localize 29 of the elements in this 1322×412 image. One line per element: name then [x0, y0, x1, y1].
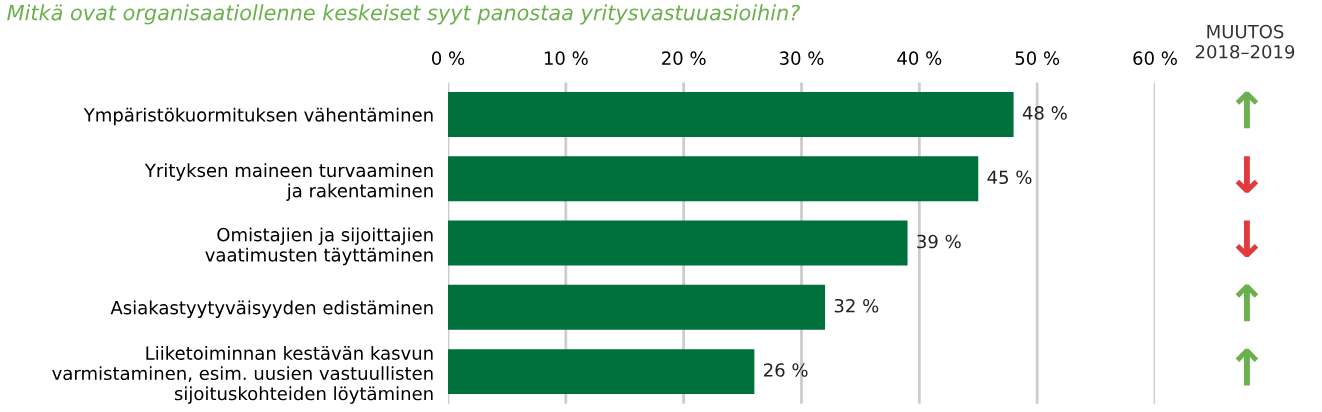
text: ↑	[1235, 348, 1259, 386]
bar	[448, 220, 908, 266]
y-tick-label: Liiketoiminnan kestävän kasvun varmistaminen, esim. uusien vastuullisten sijoituskohteiden löytäminen	[52, 345, 433, 404]
text: ↓	[1235, 220, 1259, 258]
data-label: 32 %	[834, 298, 879, 313]
y-tick-label: Yrityksen maineen turvaaminen ja rakentaminen	[144, 163, 433, 201]
bar	[448, 156, 979, 202]
data-label: 39 %	[917, 234, 961, 249]
bar	[448, 92, 1014, 138]
data-label: 48 %	[1022, 106, 1067, 120]
text: ↓	[1235, 156, 1259, 193]
text: ↑	[1235, 91, 1259, 129]
x-tick-label: 20 %	[662, 51, 706, 66]
y-tick-label: Omistajien ja sijoittajien vaatimusten täyttäminen	[205, 227, 433, 266]
data-label: 26 %	[764, 363, 808, 377]
y-tick-label: Asiakastyytyväisyyden edistäminen	[110, 300, 433, 318]
chart-title: Mitkä ovat organisaatiollenne keskeiset syyt panostaa yritysvastuuasioihin?	[7, 4, 800, 25]
x-tick-label: 30 %	[779, 51, 824, 66]
x-tick-label: 0 %	[432, 51, 465, 66]
x-tick-label: 50 %	[1015, 51, 1060, 66]
x-tick-label: 40 %	[897, 51, 942, 66]
x-tick-label: 10 %	[544, 51, 588, 66]
text: ↑	[1235, 284, 1259, 322]
data-label: 45 %	[987, 170, 1032, 185]
bar	[448, 349, 755, 395]
text: MUUTOS 2018–2019	[1195, 24, 1295, 59]
y-tick-label: Ympäristökuormituksen vähentäminen	[83, 107, 433, 126]
bar	[448, 284, 826, 330]
x-tick-label: 60 %	[1133, 51, 1177, 66]
